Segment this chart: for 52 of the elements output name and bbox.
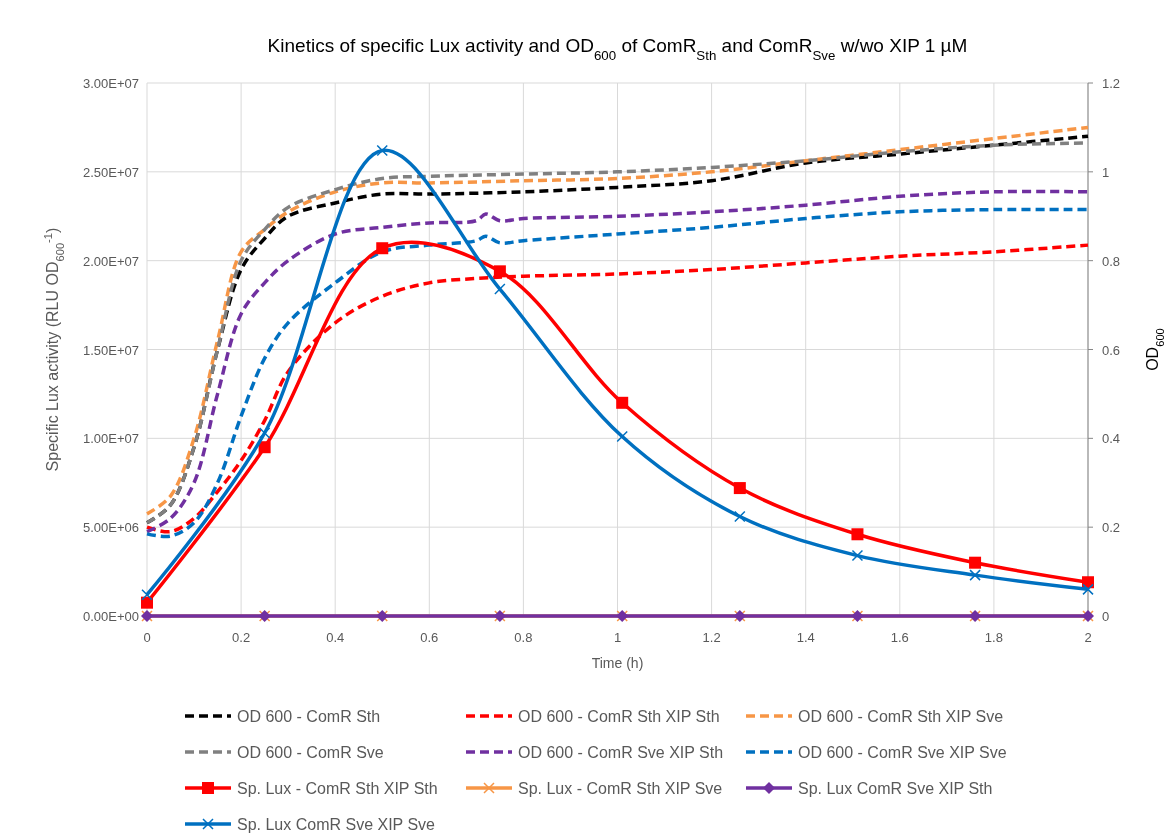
- legend-label: Sp. Lux - ComR Sth XIP Sth: [237, 780, 438, 797]
- x-tick-label: 1.6: [890, 630, 909, 645]
- point: [969, 556, 982, 569]
- y-tick-label: 2.50E+07: [82, 164, 139, 180]
- y2-tick-label: 0.8: [1102, 253, 1121, 269]
- point: [734, 510, 746, 523]
- point: [733, 482, 746, 495]
- x-tick-label: 0.8: [514, 630, 533, 645]
- y-tick-label: 1.00E+07: [82, 431, 139, 447]
- point: [851, 528, 864, 541]
- y-tick-label: 2.00E+07: [82, 253, 139, 269]
- x-tick-label: 1.8: [984, 630, 1003, 645]
- legend-label: OD 600 - ComR Sve XIP Sth: [518, 744, 724, 761]
- x-axis-title: Time (h): [591, 655, 644, 671]
- chart-title: Kinetics of specific Lux activity and OD$_{600}$ of ComR$_{Sth}$ and ComR$_{Sve}$ w/wo XIP 1 µM: [267, 35, 968, 63]
- point: [141, 596, 153, 609]
- legend-label: Sp. Lux - ComR Sth XIP Sve: [518, 780, 723, 797]
- point: [851, 549, 864, 562]
- y-tick-label: 5.00E+06: [82, 520, 139, 536]
- y2-tick-label: 0.4: [1102, 431, 1121, 447]
- legend-label: OD 600 - ComR Sve: [237, 744, 384, 761]
- x-tick-label: 1.4: [796, 630, 815, 645]
- y2-tick-label: 0.2: [1102, 520, 1121, 536]
- point: [376, 144, 388, 157]
- point: [376, 242, 389, 255]
- x-tick-label: 1: [613, 630, 622, 645]
- y2-tick-label: 0: [1102, 609, 1110, 624]
- y2-tick-label: 1.2: [1102, 76, 1121, 91]
- point: [258, 427, 271, 439]
- x-tick-label: 0.6: [420, 630, 439, 645]
- point: [969, 569, 981, 581]
- x-tick-label: 2: [1084, 630, 1092, 645]
- legend-label: Sp. Lux ComR Sve XIP Sth: [798, 780, 993, 797]
- legend-label: Sp. Lux ComR Sve XIP Sve: [237, 816, 436, 833]
- point: [616, 396, 629, 409]
- x-tick-label: 0: [143, 630, 151, 645]
- y2-tick-label: 0.6: [1102, 342, 1121, 358]
- x-tick-label: 0.2: [232, 630, 251, 645]
- point: [1082, 583, 1094, 596]
- legend-label: OD 600 - ComR Sve XIP Sve: [798, 744, 1007, 761]
- point: [141, 588, 153, 601]
- y2-tick-label: 1: [1102, 164, 1110, 180]
- legend-label: OD 600 - ComR Sth XIP Sth: [518, 708, 720, 725]
- legend-label: OD 600 - ComR Sth: [237, 708, 381, 725]
- point: [493, 265, 506, 278]
- x-tick-label: 0.4: [326, 630, 345, 645]
- y-tick-label: 3.00E+07: [82, 76, 139, 91]
- y-tick-label: 0.00E+00: [82, 609, 139, 624]
- y-tick-label: 1.50E+07: [82, 342, 139, 358]
- x-tick-label: 1.2: [702, 630, 721, 645]
- point: [258, 441, 271, 454]
- legend-label: OD 600 - ComR Sth XIP Sve: [798, 708, 1004, 725]
